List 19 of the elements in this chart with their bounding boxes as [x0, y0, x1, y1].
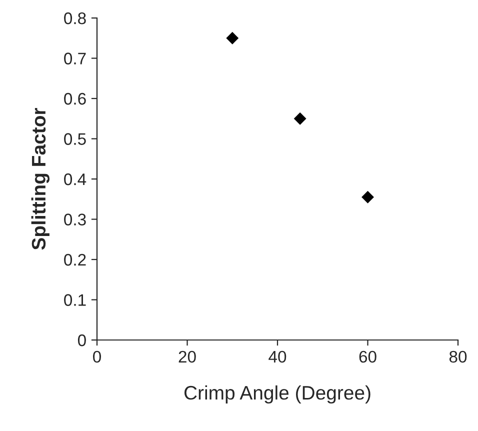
- y-tick-label: 0.4: [64, 173, 86, 186]
- x-tick-label: 60: [359, 350, 376, 363]
- x-tick-label: 80: [449, 350, 467, 363]
- point: [226, 32, 239, 44]
- x-tick-label: 40: [268, 350, 286, 363]
- y-tick-label: 0: [78, 334, 86, 346]
- y-tick-label: 0.2: [64, 254, 86, 266]
- y-tick-label: 0.5: [64, 133, 86, 145]
- y-tick-label: 0.1: [64, 294, 86, 306]
- y-tick-label: 0.6: [64, 92, 86, 105]
- point: [362, 190, 374, 204]
- y-axis-title: Splitting Factor: [31, 108, 50, 250]
- x-tick-label: 0: [93, 350, 101, 363]
- x-tick-label: 20: [178, 350, 196, 363]
- y-tick-label: 0.3: [64, 214, 86, 226]
- y-tick-label: 0.8: [64, 12, 86, 24]
- point: [294, 112, 306, 125]
- y-tick-label: 0.7: [64, 52, 86, 64]
- x-axis-title: Crimp Angle (Degree): [184, 385, 370, 404]
